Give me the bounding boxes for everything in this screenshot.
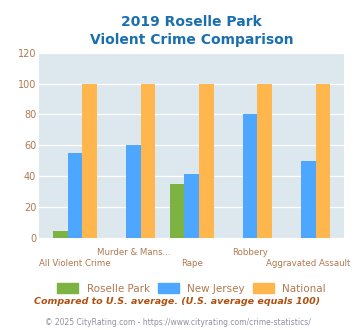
Bar	[67, 153, 82, 238]
Bar	[316, 83, 331, 238]
Bar	[141, 83, 155, 238]
Text: Aggravated Assault: Aggravated Assault	[266, 259, 351, 268]
Text: © 2025 CityRating.com - https://www.cityrating.com/crime-statistics/: © 2025 CityRating.com - https://www.city…	[45, 318, 310, 327]
Text: All Violent Crime: All Violent Crime	[39, 259, 111, 268]
Text: Compared to U.S. average. (U.S. average equals 100): Compared to U.S. average. (U.S. average …	[34, 297, 321, 307]
Text: Robbery: Robbery	[232, 248, 268, 257]
Text: Rape: Rape	[181, 259, 203, 268]
Bar	[301, 161, 316, 238]
Bar	[184, 175, 199, 238]
Legend: Roselle Park, New Jersey, National: Roselle Park, New Jersey, National	[58, 283, 326, 294]
Bar	[257, 83, 272, 238]
Bar	[82, 83, 97, 238]
Bar	[199, 83, 214, 238]
Text: Murder & Mans...: Murder & Mans...	[97, 248, 170, 257]
Bar	[126, 145, 141, 238]
Title: 2019 Roselle Park
Violent Crime Comparison: 2019 Roselle Park Violent Crime Comparis…	[90, 15, 294, 48]
Bar	[53, 231, 67, 238]
Bar	[170, 184, 184, 238]
Bar	[243, 115, 257, 238]
